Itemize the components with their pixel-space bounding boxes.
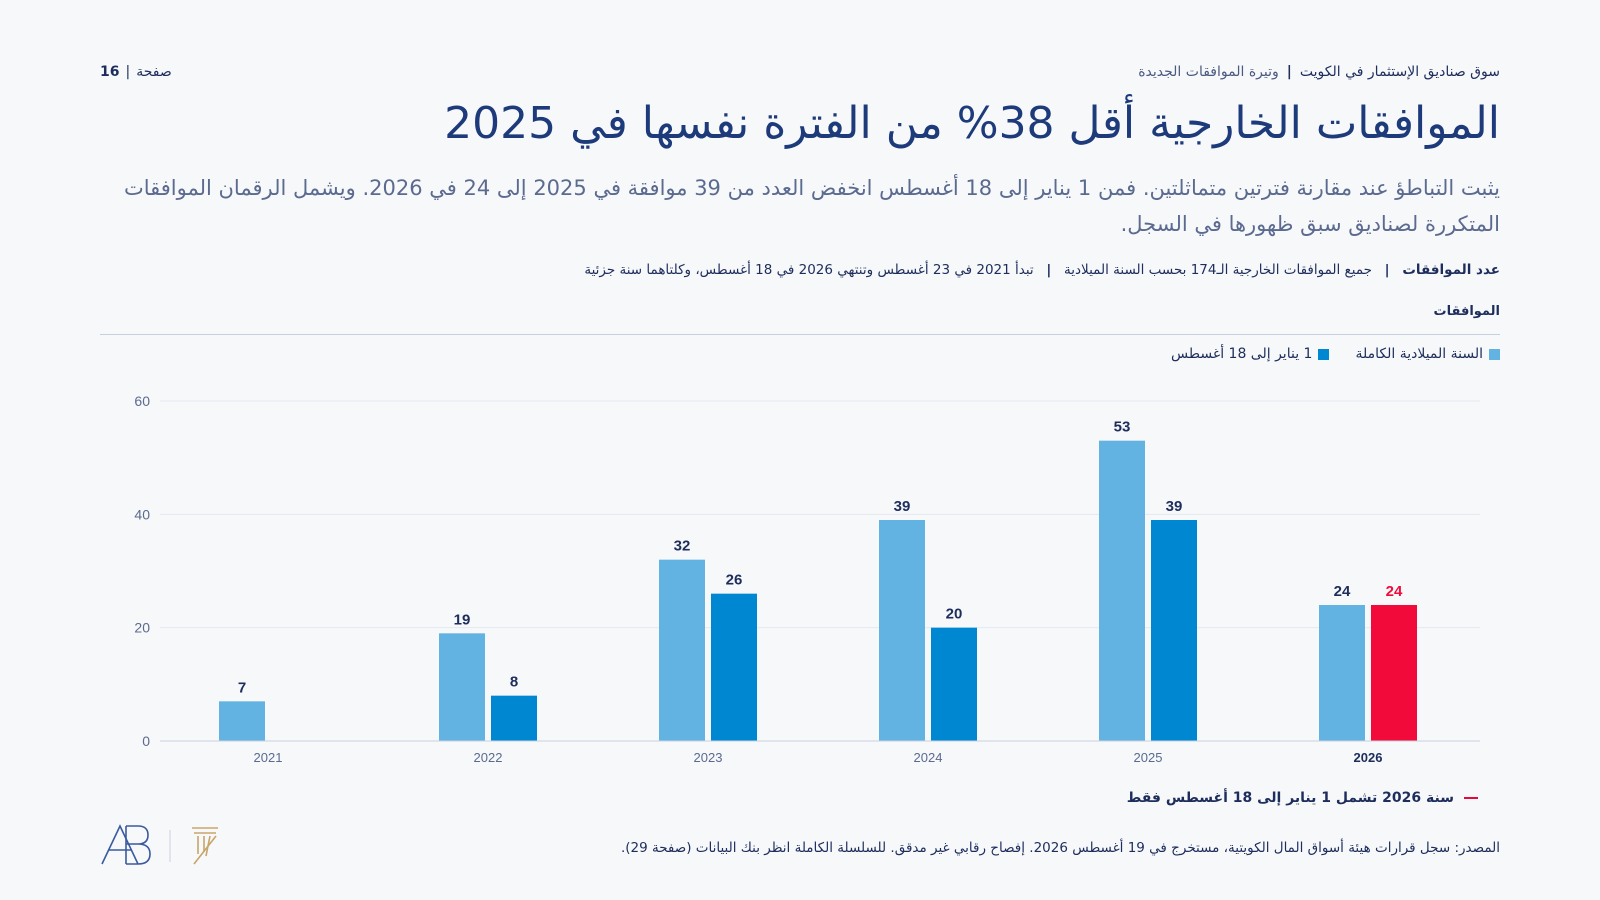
- ab-logo-icon: [101, 824, 151, 865]
- x-tick-label-2024: 2024: [914, 750, 943, 765]
- bar-ytd-2023: [711, 593, 757, 741]
- bar-full-year-2024: [879, 520, 925, 741]
- legend-label-ytd: 1 يناير إلى 18 أغسطس: [1171, 346, 1313, 362]
- breadcrumb-separator: |: [1286, 64, 1292, 80]
- x-tick-label-2023: 2023: [694, 750, 723, 765]
- legend-item-ytd: 1 يناير إلى 18 أغسطس: [1171, 346, 1330, 362]
- page-title: الموافقات الخارجية أقل 38% من الفترة نفس…: [444, 98, 1500, 149]
- page-number-value: 16: [100, 64, 120, 80]
- page-word: صفحة: [136, 64, 172, 80]
- data-label-full-year-2022: 19: [454, 611, 471, 628]
- x-tick-label-2025: 2025: [1134, 750, 1163, 765]
- chart-legend: السنة الميلادية الكاملة 1 يناير إلى 18 أ…: [1171, 346, 1500, 362]
- meta-label: عدد الموافقات: [1402, 262, 1500, 278]
- legend-swatch-full-year: [1489, 348, 1500, 360]
- bar-full-year-2021: [219, 701, 265, 741]
- pillar-logo-icon: [192, 827, 218, 865]
- meta-separator-2: |: [1046, 262, 1052, 278]
- x-tick-label-2021: 2021: [254, 750, 283, 765]
- page-number: صفحة | 16: [100, 64, 172, 80]
- data-label-full-year-2024: 39: [894, 498, 911, 515]
- data-label-full-year-2026: 24: [1334, 583, 1351, 600]
- chart-meta: عدد الموافقات | جميع الموافقات الخارجية …: [100, 262, 1500, 278]
- data-label-full-year-2023: 32: [674, 538, 691, 555]
- y-tick-label-20: 20: [134, 620, 150, 636]
- x-tick-label-2022: 2022: [474, 750, 503, 765]
- footnote-marker: [1464, 797, 1478, 799]
- bar-full-year-2025: [1099, 440, 1145, 741]
- bar-full-year-2026: [1319, 605, 1365, 741]
- page-separator: |: [125, 64, 131, 80]
- data-label-ytd-2025: 39: [1166, 498, 1183, 515]
- bar-ytd-2022: [491, 695, 537, 741]
- top-bar: صفحة | 16 سوق صناديق الإستثمار في الكويت…: [100, 60, 1500, 84]
- bar-ytd-2024: [931, 627, 977, 741]
- breadcrumb: سوق صناديق الإستثمار في الكويت | وتيرة ا…: [1138, 64, 1500, 80]
- y-tick-label-40: 40: [134, 506, 150, 522]
- logo: [101, 824, 218, 865]
- breadcrumb-series: سوق صناديق الإستثمار في الكويت: [1299, 64, 1500, 80]
- legend-label-full-year: السنة الميلادية الكاملة: [1355, 346, 1483, 362]
- bar-full-year-2023: [659, 559, 705, 741]
- data-label-full-year-2025: 53: [1114, 419, 1131, 436]
- bar-full-year-2022: [439, 633, 485, 741]
- footnote: سنة 2026 تشمل 1 يناير إلى 18 أغسطس فقط: [1127, 790, 1478, 806]
- data-label-ytd-2026: 24: [1386, 583, 1403, 600]
- data-label-full-year-2021: 7: [238, 679, 246, 696]
- page-subtitle: يثبت التباطؤ عند مقارنة فترتين متماثلتين…: [123, 176, 1500, 236]
- breadcrumb-section: وتيرة الموافقات الجديدة: [1138, 64, 1279, 80]
- meta-part-2: تبدأ 2021 في 23 أغسطس وتنتهي 2026 في 18 …: [584, 262, 1034, 278]
- legend-item-full-year: السنة الميلادية الكاملة: [1355, 346, 1500, 362]
- y-axis-label: الموافقات: [1433, 304, 1500, 319]
- legend-swatch-ytd: [1318, 348, 1330, 360]
- data-label-ytd-2023: 26: [726, 572, 743, 589]
- meta-part-1: جميع الموافقات الخارجية الـ174 بحسب السن…: [1064, 262, 1372, 278]
- bar-ytd-2026: [1371, 605, 1417, 741]
- meta-separator-1: |: [1384, 262, 1390, 278]
- footnote-text: سنة 2026 تشمل 1 يناير إلى 18 أغسطس فقط: [1126, 790, 1454, 806]
- bar-ytd-2025: [1151, 520, 1197, 741]
- y-tick-label-60: 60: [134, 393, 150, 409]
- data-label-ytd-2022: 8: [510, 674, 518, 691]
- data-label-ytd-2024: 20: [946, 606, 963, 623]
- y-tick-label-0: 0: [142, 733, 150, 749]
- divider: [100, 334, 1500, 335]
- x-tick-label-2026: 2026: [1354, 750, 1383, 765]
- source-note: المصدر: سجل قرارات هيئة أسواق المال الكو…: [620, 840, 1500, 856]
